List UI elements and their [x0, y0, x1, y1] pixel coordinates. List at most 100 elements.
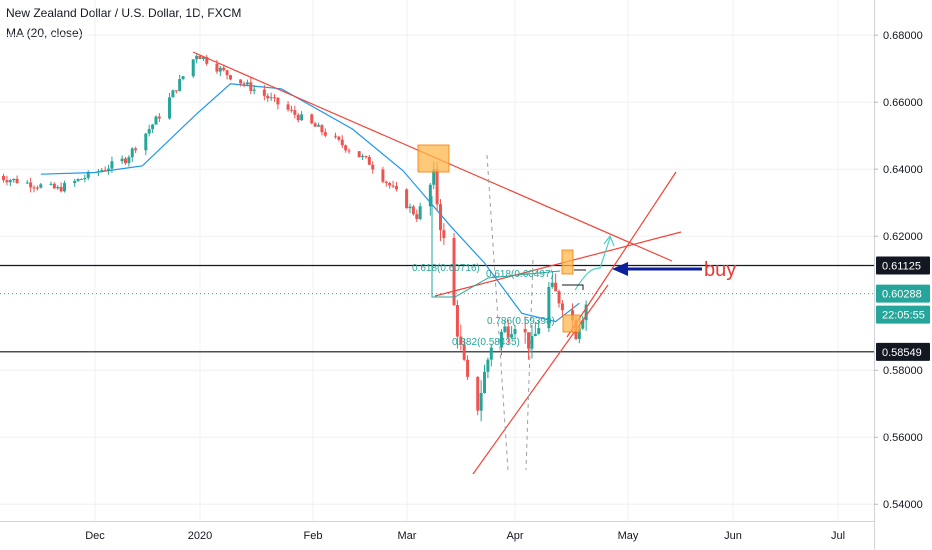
candle-body: [218, 67, 222, 72]
highlight-box[interactable]: [562, 314, 581, 333]
candle-body: [296, 114, 300, 121]
grid: [0, 0, 875, 550]
candle-body: [476, 376, 480, 411]
candle-body: [171, 90, 175, 98]
candle-body: [147, 129, 151, 134]
time-axis[interactable]: Dec 2020 Feb Mar Apr May Jun Jul: [85, 530, 845, 542]
projected-path[interactable]: [574, 237, 611, 291]
candle-body: [59, 187, 63, 192]
price-tag[interactable]: [876, 284, 930, 303]
candle-body: [527, 332, 531, 349]
time-tick-label: Apr: [506, 530, 523, 542]
candle-body: [286, 104, 290, 110]
candle-body: [123, 158, 127, 164]
candle-body: [577, 328, 581, 339]
candle-body: [242, 83, 246, 85]
candle-body: [154, 116, 158, 125]
candle-body: [76, 178, 80, 181]
candle-body: [513, 328, 517, 335]
candle-body: [523, 328, 527, 333]
marker-bracket[interactable]: [562, 284, 584, 290]
candle-body: [391, 185, 395, 187]
highlight-box[interactable]: [561, 249, 574, 275]
candle-body: [489, 347, 493, 360]
candle-body: [63, 183, 67, 192]
time-tick-label: May: [618, 530, 639, 542]
fib-label: 0.382(0.58435): [452, 337, 520, 348]
candle-body: [252, 89, 256, 91]
candle-body: [557, 291, 561, 304]
candle-body: [130, 148, 134, 158]
trend-line[interactable]: [472, 284, 609, 475]
time-tick-label: Jun: [724, 530, 742, 542]
candle-body: [313, 123, 317, 127]
candle-body: [262, 89, 266, 96]
price-tick-label: 0.68000: [883, 30, 923, 42]
fib-label: 0.786(0.59398): [487, 316, 555, 327]
drawings[interactable]: buy: [192, 51, 736, 475]
candle-body: [428, 184, 432, 207]
candle-body: [550, 282, 554, 287]
time-tick-label: Jul: [831, 530, 845, 542]
trend-line[interactable]: [566, 171, 677, 338]
candle-body: [25, 182, 29, 184]
candle-body: [29, 182, 33, 188]
candle-body: [438, 204, 442, 231]
price-tick-label: 0.66000: [883, 97, 923, 109]
candle-body: [408, 206, 412, 209]
candle-body: [367, 156, 371, 165]
candle-body: [96, 171, 100, 173]
candle-body: [442, 230, 446, 239]
time-tick-label: Mar: [398, 530, 417, 542]
projection-line[interactable]: [525, 259, 534, 471]
price-axis[interactable]: 0.68000 0.66000 0.64000 0.62000 0.58000 0.560…: [874, 30, 930, 511]
highlight-box[interactable]: [417, 144, 450, 173]
candle-body: [245, 82, 249, 85]
candle-body: [127, 157, 131, 164]
candle-body: [466, 359, 470, 377]
candle-body: [317, 125, 321, 127]
price-tag[interactable]: [876, 342, 930, 361]
candle-body: [32, 187, 36, 189]
price-tag-label: 0.58549: [882, 347, 922, 359]
candle-body: [266, 95, 270, 99]
candle-body: [483, 371, 487, 393]
candle-body: [201, 57, 205, 59]
pattern-line[interactable]: [431, 196, 561, 298]
fib-labels: 0.618(0.60716) 0.618(0.60497) 0.786(0.5939…: [412, 263, 555, 348]
candle-body: [361, 156, 365, 158]
price-tick-label: 0.58000: [883, 365, 923, 377]
candle-body: [310, 114, 314, 124]
candle-body: [371, 164, 375, 170]
candle-body: [273, 97, 277, 99]
buy-label[interactable]: buy: [704, 259, 736, 281]
projected-path-arrowhead[interactable]: [603, 234, 615, 247]
projection-line[interactable]: [486, 154, 509, 471]
candle-body: [107, 168, 111, 171]
candle-body: [249, 82, 253, 91]
candle-body: [83, 177, 87, 180]
candle-body: [340, 139, 344, 146]
buy-arrowhead[interactable]: [612, 262, 628, 276]
ma-layer: [40, 83, 580, 323]
price-tick-label: 0.54000: [883, 499, 923, 511]
candle-body: [337, 136, 341, 140]
candle-body: [394, 186, 398, 190]
candle-body: [120, 158, 124, 162]
candle-body: [289, 109, 293, 111]
candle-body: [415, 214, 419, 219]
candle-body: [405, 189, 409, 209]
candle-body: [452, 238, 456, 306]
countdown-tag[interactable]: [876, 305, 930, 324]
candle-body: [432, 169, 436, 185]
countdown-label: 22:05:55: [882, 310, 925, 322]
candle-body: [533, 333, 537, 336]
candle-body: [333, 135, 337, 137]
candle-body: [323, 132, 327, 136]
candle-body: [56, 187, 60, 189]
candle-body: [228, 75, 232, 80]
candle-body: [381, 169, 385, 182]
candle-body: [181, 76, 185, 80]
price-tag[interactable]: [876, 256, 930, 275]
